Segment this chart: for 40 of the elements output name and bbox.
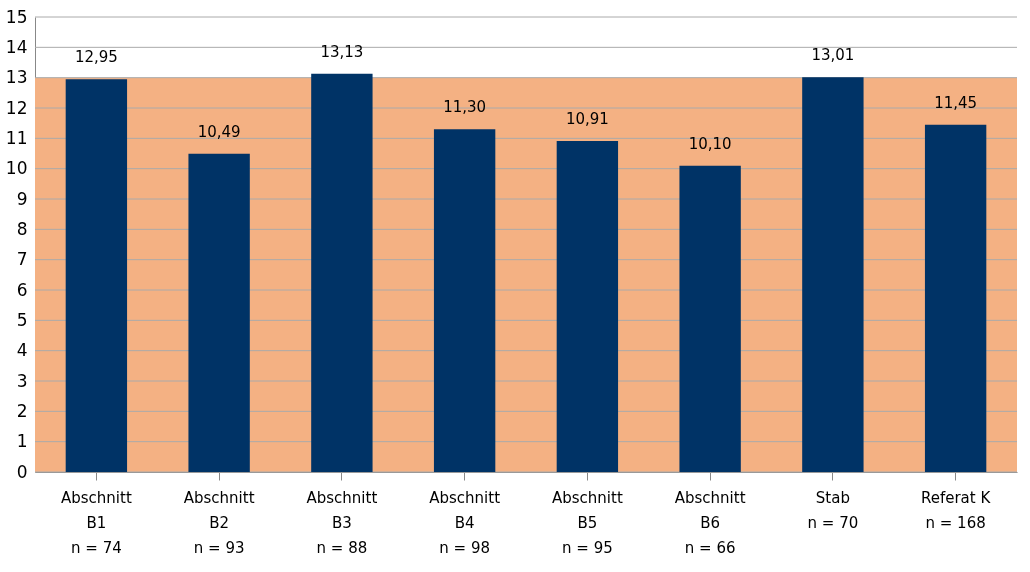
y-tick-label: 2 — [16, 400, 28, 421]
bar — [556, 141, 619, 472]
y-tick-label: 4 — [16, 340, 28, 361]
y-tick-label: 9 — [16, 188, 28, 209]
x-tick-label: Abschnitt B1 n = 74 — [60, 488, 132, 557]
x-tick-label: Abschnitt B5 n = 95 — [551, 488, 623, 557]
x-tick-label: Abschnitt B6 n = 66 — [674, 488, 746, 557]
y-tick-label: 5 — [16, 309, 28, 330]
bar — [679, 165, 741, 472]
y-tick-label: 15 — [5, 6, 28, 27]
y-tick-label: 8 — [16, 218, 28, 239]
bar — [924, 124, 987, 472]
bar — [65, 79, 128, 472]
data-label: 10,10 — [688, 134, 732, 153]
data-label: 13,13 — [320, 42, 364, 61]
bar — [433, 129, 496, 472]
y-tick-label: 14 — [5, 36, 28, 57]
y-tick-label: 11 — [5, 127, 28, 148]
y-tick-label: 1 — [16, 431, 28, 452]
data-label: 11,30 — [443, 98, 487, 117]
bar — [188, 153, 250, 472]
y-tick-label: 10 — [5, 158, 28, 179]
x-tick-label: Abschnitt B4 n = 98 — [429, 488, 501, 557]
data-label: 11,45 — [934, 93, 978, 112]
y-tick-label: 7 — [16, 249, 28, 270]
data-label: 13,01 — [811, 46, 855, 65]
bar — [311, 73, 373, 472]
bar — [802, 77, 864, 472]
y-tick-label: 13 — [5, 67, 28, 88]
data-label: 12,95 — [74, 48, 118, 67]
y-tick-label: 6 — [16, 279, 28, 300]
x-tick-label: Abschnitt B2 n = 93 — [183, 488, 255, 557]
x-tick-label: Abschnitt B3 n = 88 — [306, 488, 378, 557]
y-tick-label: 3 — [16, 370, 28, 391]
y-tick-label: 12 — [5, 97, 28, 118]
data-label: 10,49 — [197, 122, 241, 141]
data-label: 10,91 — [565, 110, 609, 129]
x-tick-label: Stab n = 70 — [807, 488, 859, 532]
x-tick-label: Referat K n = 168 — [920, 488, 992, 532]
y-tick-label: 0 — [16, 461, 28, 482]
